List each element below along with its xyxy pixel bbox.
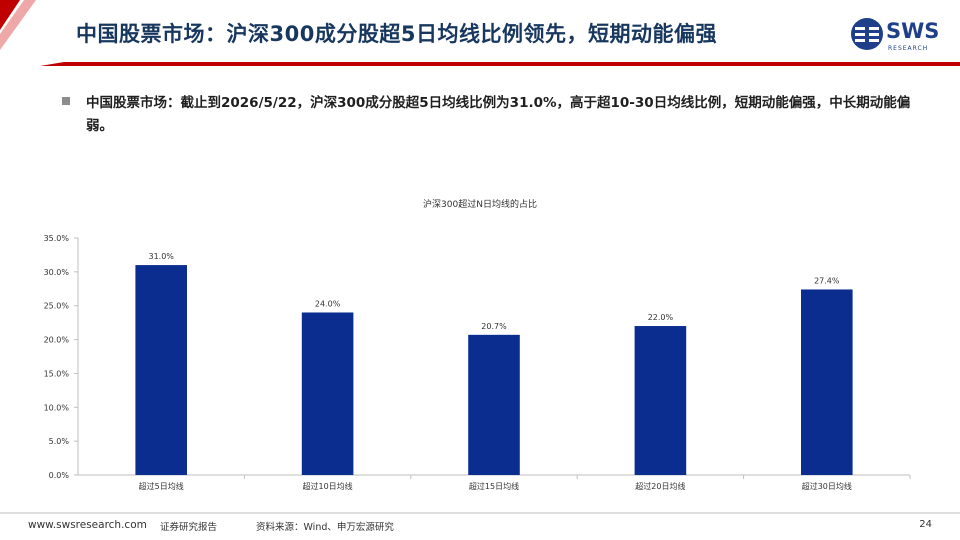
data-label: 31.0% (148, 252, 174, 261)
bar (801, 289, 853, 475)
bar (135, 265, 187, 475)
header-red-line (64, 62, 960, 66)
data-label: 22.0% (648, 313, 674, 322)
x-tick-label: 超过30日均线 (802, 481, 852, 491)
y-tick-label: 0.0% (49, 471, 70, 480)
footer-source: 资料来源：Wind、申万宏源研究 (256, 522, 394, 533)
bar (468, 334, 520, 475)
page-title: 中国股票市场：沪深300成分股超5日均线比例领先，短期动能偏强 (76, 22, 717, 46)
x-tick-label: 超过20日均线 (635, 481, 685, 491)
y-tick-label: 35.0% (44, 234, 70, 243)
x-tick-label: 超过10日均线 (303, 481, 353, 491)
footer-divider (0, 512, 960, 514)
footer: www.swsresearch.com 证券研究报告 资料来源：Wind、申万宏… (0, 512, 960, 540)
x-tick-label: 超过15日均线 (469, 481, 519, 491)
header-decoration (0, 0, 960, 66)
data-label: 24.0% (315, 299, 341, 308)
bar-chart: 沪深300超过N日均线的占比 0.0% 5.0% 10.0% 15.0% 20.0% 25… (0, 190, 960, 500)
data-label: 20.7% (481, 322, 507, 331)
y-tick-label: 30.0% (44, 268, 70, 277)
page-number: 24 (919, 519, 932, 530)
y-tick-label: 15.0% (44, 369, 70, 378)
footer-website-link[interactable]: www.swsresearch.com (28, 519, 147, 531)
x-tick-label: 超过5日均线 (139, 481, 184, 491)
sws-logo-text: SWS (886, 19, 940, 43)
bar (301, 312, 354, 475)
chart-title: 沪深300超过N日均线的占比 (423, 200, 537, 210)
bar (634, 326, 687, 475)
sws-logo-icon (851, 18, 883, 50)
header-red-corner (0, 0, 20, 30)
summary-text: 中国股票市场：截止到2026/5/22，沪深300成分股超5日均线比例为31.0… (86, 95, 911, 134)
y-tick-label: 10.0% (44, 403, 70, 412)
header-red-stripe (0, 0, 36, 50)
footer-brand: 证券研究报告 (160, 522, 218, 533)
y-tick-label: 25.0% (44, 302, 70, 311)
data-label: 27.4% (814, 276, 840, 285)
y-tick-label: 20.0% (44, 336, 70, 345)
sws-logo-subtext: RESEARCH (888, 45, 929, 52)
bullet-marker (62, 97, 70, 105)
chart-canvas: 0.0% 5.0% 10.0% 15.0% 20.0% 25.0% 30.0% 35.0% 31… (44, 234, 911, 491)
header-bar: 中国股票市场：沪深300成分股超5日均线比例领先，短期动能偏强 SWS RESE… (0, 0, 960, 72)
y-tick-label: 5.0% (49, 437, 70, 446)
sws-logo: SWS RESEARCH (850, 17, 950, 57)
